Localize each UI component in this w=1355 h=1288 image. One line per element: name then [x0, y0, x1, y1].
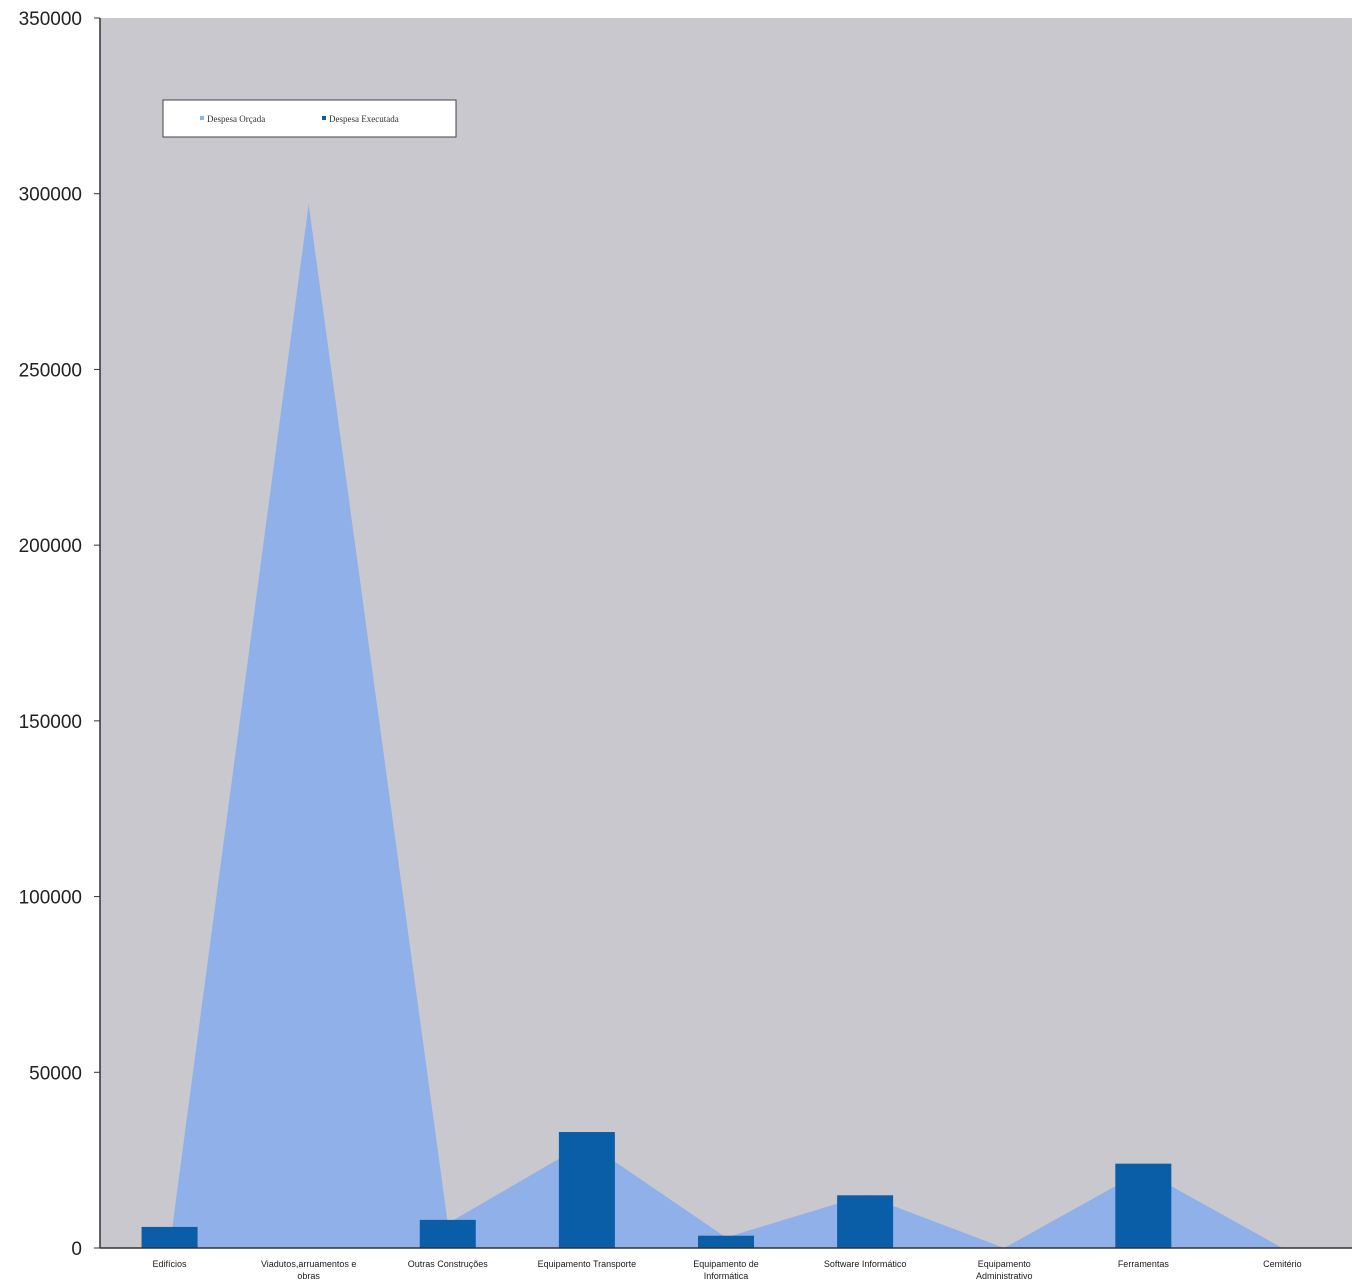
- x-axis-labels: Edifícios Viadutos,arruamentos e obras Outr…: [153, 1259, 1302, 1281]
- legend-label-despesa-orcada: Despesa Orçada: [207, 114, 265, 124]
- legend: Despesa Orçada Despesa Executada: [162, 99, 457, 138]
- bar-despesa-executada: [141, 1226, 198, 1248]
- legend-swatch-despesa-orcada: [200, 116, 204, 120]
- bar-despesa-executada: [419, 1219, 476, 1248]
- x-category-label: Ferramentas: [1118, 1259, 1170, 1269]
- y-tick-label: 250000: [19, 360, 82, 381]
- x-category-label: Equipamento de Informática: [693, 1259, 759, 1281]
- x-category-label: Edifícios: [153, 1259, 188, 1269]
- bar-despesa-executada: [837, 1195, 894, 1248]
- bar-series-layer: [141, 1132, 1172, 1248]
- y-tick-label: 100000: [19, 888, 82, 909]
- x-category-label: Software Informático: [824, 1259, 907, 1269]
- legend-label-despesa-executada: Despesa Executada: [329, 114, 399, 124]
- bar-despesa-executada: [558, 1132, 615, 1248]
- bar-despesa-executada: [1115, 1163, 1172, 1248]
- x-category-label: Equipamento Transporte: [538, 1259, 637, 1269]
- y-tick-label: 200000: [19, 536, 82, 557]
- y-tick-label: 350000: [19, 9, 82, 30]
- y-tick-label: 150000: [19, 712, 82, 733]
- y-axis-ticks: 0 50000 100000 150000 200000 250000 300000 3500…: [19, 9, 100, 1260]
- legend-swatch-despesa-executada: [322, 116, 326, 120]
- y-tick-label: 300000: [19, 185, 82, 206]
- y-tick-label: 50000: [29, 1063, 82, 1084]
- x-category-label: Viadutos,arruamentos e obras: [261, 1259, 356, 1281]
- legend-box: [162, 99, 457, 138]
- area-despesa-orcada: [169, 204, 1283, 1249]
- bar-despesa-executada: [698, 1235, 754, 1248]
- x-category-label: Outras Construções: [408, 1259, 489, 1269]
- y-tick-label: 0: [71, 1239, 82, 1260]
- area-point-despesa-orcada: [308, 203, 310, 205]
- x-category-label: Cemitério: [1263, 1259, 1302, 1269]
- x-category-label: Equipamento Administrativo: [976, 1259, 1033, 1281]
